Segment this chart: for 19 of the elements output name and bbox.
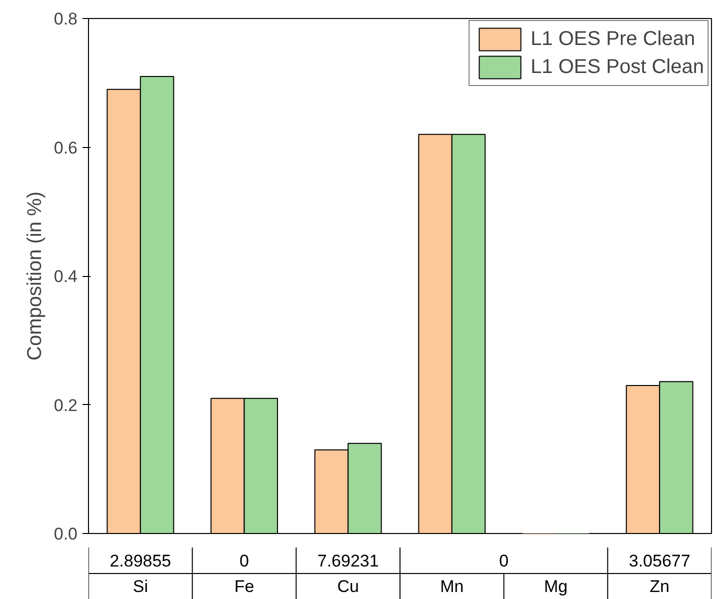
legend-label: L1 OES Post Clean: [530, 56, 704, 78]
x-tick-label: Cu: [337, 577, 359, 596]
y-tick-label: 0.2: [54, 396, 78, 415]
x-tick-label: Fe: [234, 577, 254, 596]
legend-label: L1 OES Pre Clean: [530, 28, 696, 50]
x-tick-label: Mg: [544, 577, 568, 596]
text: 0: [240, 552, 249, 570]
y-tick-label: 0.4: [54, 267, 78, 286]
y-tick-label: 0.8: [54, 10, 78, 28]
x-tick-label: Mn: [440, 577, 464, 596]
text: 0: [499, 552, 509, 570]
text: 7.69231: [317, 552, 379, 570]
y-tick-label: 0.6: [54, 138, 78, 158]
y-axis-title: Composition (in %): [24, 192, 46, 360]
y-tick-label: 0.0: [54, 524, 78, 544]
text: 2.89855: [110, 552, 172, 570]
text: 3.05677: [628, 552, 690, 570]
x-tick-label: Zn: [650, 577, 670, 596]
x-tick-label: Si: [132, 577, 148, 596]
